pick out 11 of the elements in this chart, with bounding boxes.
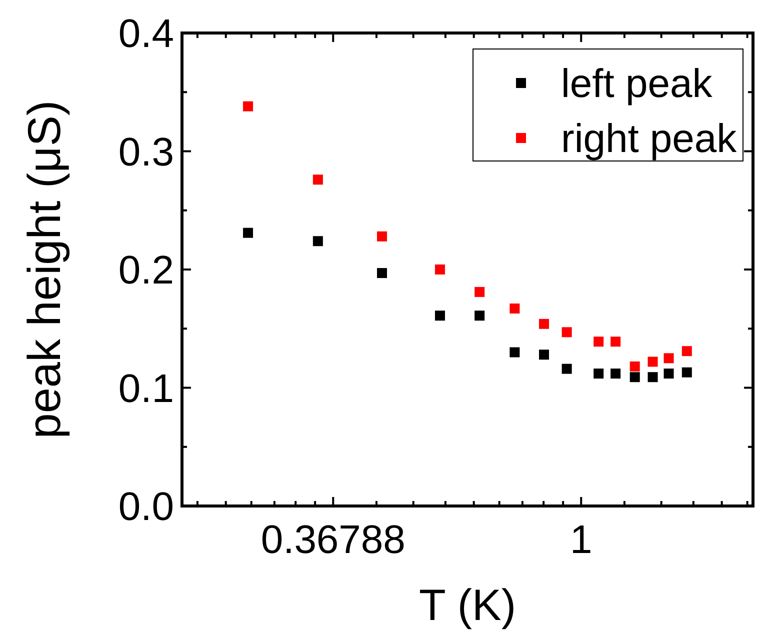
y-tick-label: 0.0: [118, 485, 174, 529]
legend-label: right peak: [561, 117, 738, 161]
y-tick-label: 0.4: [118, 12, 174, 56]
y-tick-label: 0.1: [118, 366, 174, 411]
x-tick-label: 1: [570, 518, 592, 562]
y-axis-title: peak height (μS): [18, 100, 70, 439]
y-tick-label: 0.2: [118, 248, 174, 292]
legend-label: left peak: [561, 62, 714, 106]
x-axis-title: T (K): [419, 581, 516, 630]
x-tick-label: 0.36788: [260, 518, 406, 562]
y-tick-label: 0.3: [118, 130, 174, 174]
